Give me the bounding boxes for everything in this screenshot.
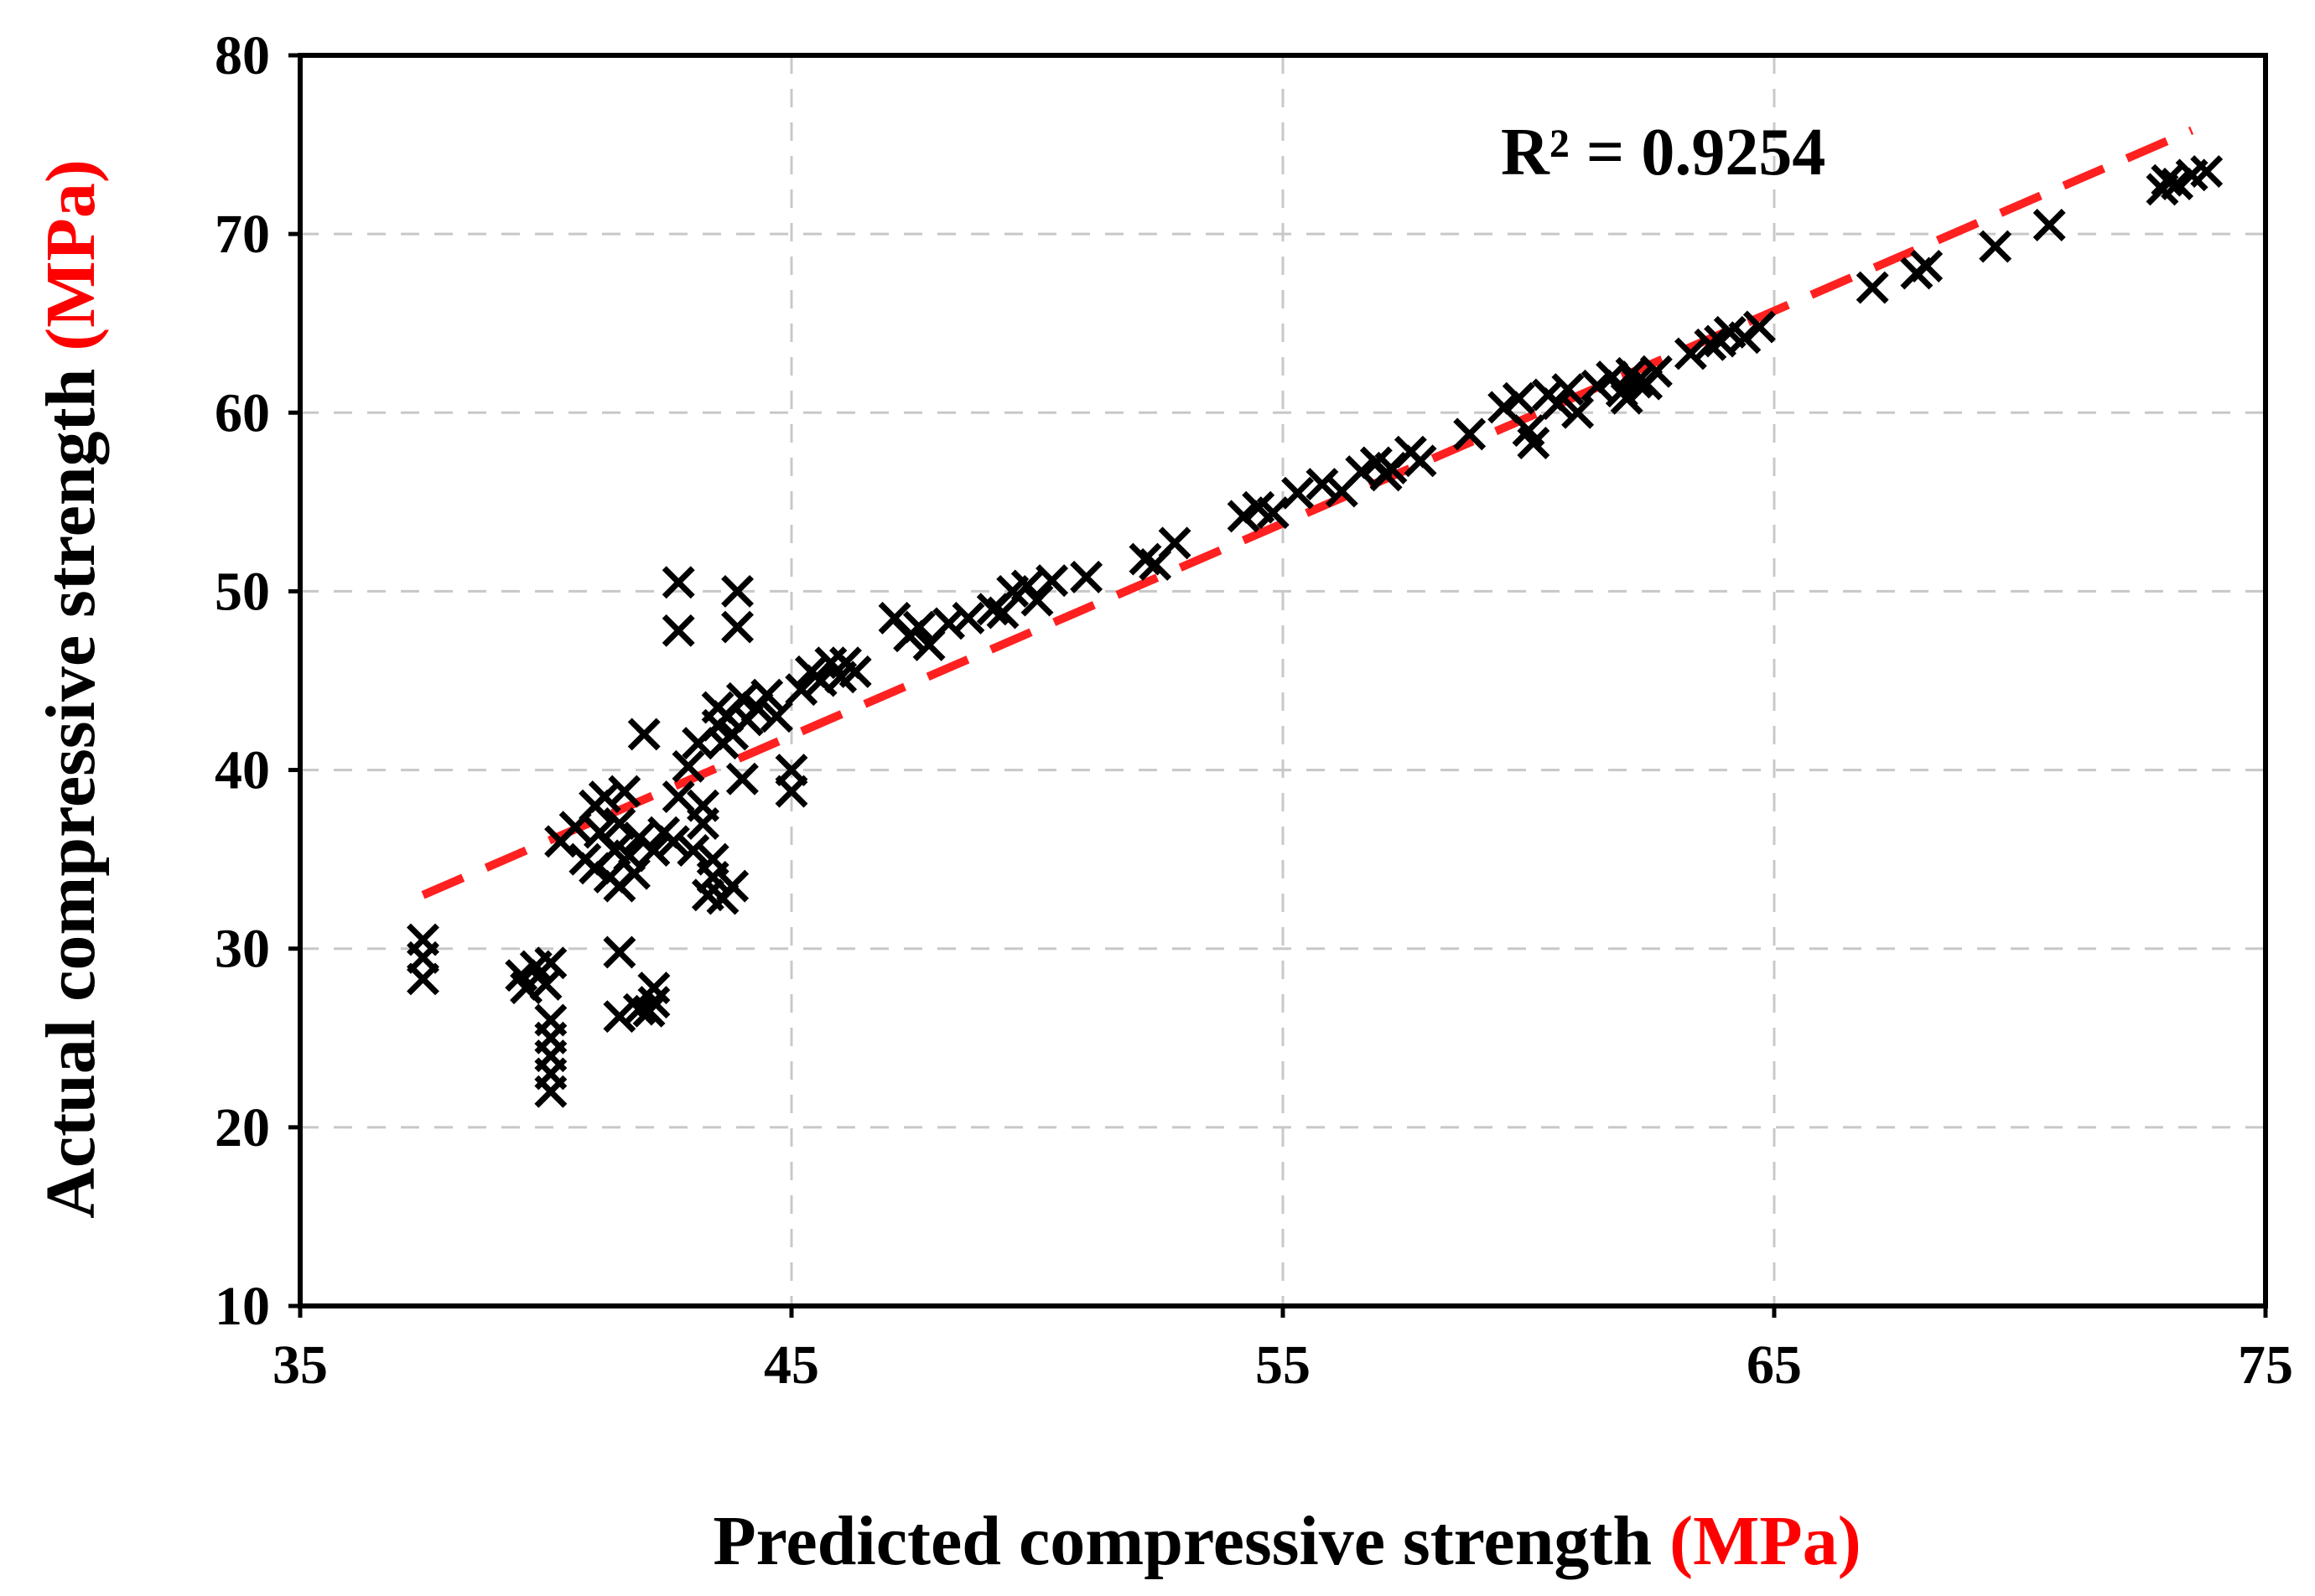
data-point-x-marker: [672, 749, 705, 783]
data-point-x-marker: [750, 678, 784, 712]
data-point-x-marker: [1036, 564, 1069, 598]
data-point-x-marker: [603, 935, 636, 969]
data-point-x-marker: [1610, 381, 1643, 415]
x-tick-label: 65: [1747, 1334, 1802, 1396]
data-point-x-marker: [1158, 526, 1191, 560]
x-axis-title-text: Predicted compressive strength: [713, 1502, 1652, 1580]
data-point-x-marker: [662, 614, 695, 647]
y-tick-label: 50: [215, 561, 270, 622]
data-point-x-marker: [407, 962, 439, 996]
data-point-x-marker: [1910, 250, 1944, 282]
x-axis-unit-label: (MPa): [1669, 1502, 1861, 1580]
data-point-x-marker: [902, 610, 936, 644]
data-point-x-marker: [2161, 167, 2193, 200]
data-points: [407, 155, 2224, 1108]
data-point-x-marker: [2032, 209, 2066, 241]
data-point-x-marker: [716, 869, 750, 903]
data-point-x-marker: [1256, 496, 1290, 530]
data-point-x-marker: [785, 673, 818, 707]
plot-area-frame: [298, 53, 2268, 1308]
data-point-x-marker: [1281, 476, 1315, 510]
x-tick-label: 55: [1255, 1334, 1311, 1396]
data-point-x-marker: [838, 655, 872, 688]
data-point-x-marker: [1517, 427, 1550, 459]
data-point-x-marker: [725, 762, 759, 795]
data-point-x-marker: [637, 972, 671, 1005]
data-point-x-marker: [1639, 355, 1673, 388]
data-point-x-marker: [2190, 155, 2224, 189]
data-point-x-marker: [627, 718, 661, 751]
y-tick-label: 60: [215, 382, 270, 443]
data-point-x-marker: [1502, 381, 1535, 415]
data-point-x-marker: [1742, 310, 1776, 344]
data-point-x-marker: [637, 834, 671, 867]
trendline-layer: [421, 126, 2194, 899]
x-tick-label: 45: [764, 1334, 819, 1396]
data-point-x-marker: [1979, 230, 2012, 263]
r-squared-annotation: R² = 0.9254: [1501, 116, 1825, 189]
data-point-x-marker: [1227, 500, 1260, 533]
trendline: [421, 126, 2194, 899]
data-point-x-marker: [657, 825, 690, 858]
x-axis-title: Predicted compressive strength (MPa): [713, 1502, 1861, 1580]
y-tick-label: 10: [215, 1276, 270, 1337]
data-point-x-marker: [1620, 365, 1653, 399]
y-axis-title-text: Actual compressive strength: [32, 369, 110, 1219]
y-axis-unit-label: (MPa): [32, 159, 110, 351]
data-point-x-marker: [952, 601, 985, 635]
data-point-x-marker: [1487, 391, 1521, 424]
data-point-x-marker: [1856, 271, 1889, 304]
data-point-x-marker: [603, 807, 636, 840]
data-point-x-marker: [1551, 373, 1585, 407]
data-point-x-marker: [2151, 163, 2184, 197]
data-point-x-marker: [637, 986, 671, 1019]
data-point-x-marker: [1453, 417, 1487, 451]
data-point-x-marker: [721, 610, 755, 644]
data-point-x-marker: [1541, 387, 1575, 421]
data-point-x-marker: [721, 574, 755, 608]
data-point-x-marker: [1305, 468, 1339, 501]
y-tick-label: 40: [215, 740, 270, 801]
y-tick-label: 70: [215, 204, 270, 265]
data-point-x-marker: [662, 780, 695, 814]
data-point-x-marker: [775, 775, 808, 808]
data-point-x-marker: [588, 780, 621, 814]
data-point-x-marker: [662, 566, 695, 599]
data-point-x-marker: [603, 1000, 636, 1034]
data-point-x-marker: [932, 607, 965, 640]
x-tick-label: 75: [2238, 1334, 2293, 1396]
y-axis-title: Actual compressive strength (MPa): [32, 159, 110, 1219]
data-point-x-marker: [1070, 560, 1103, 593]
data-point-x-marker: [760, 700, 793, 733]
data-point-x-marker: [1674, 337, 1707, 370]
data-point-x-marker: [814, 646, 848, 680]
gridlines: [300, 55, 2266, 1306]
data-point-x-marker: [1404, 444, 1437, 478]
tick-labels: 35 45 55 65 75 10 20 30 40 50 60 70 80: [215, 25, 2293, 1396]
data-point-x-marker: [534, 946, 568, 980]
y-tick-label: 30: [215, 919, 270, 980]
data-point-x-marker: [1561, 396, 1595, 429]
y-tick-label: 80: [215, 25, 270, 86]
data-point-x-marker: [1020, 583, 1054, 617]
y-tick-label: 20: [215, 1097, 270, 1158]
data-point-x-marker: [534, 1075, 568, 1108]
x-tick-label: 35: [273, 1334, 328, 1396]
data-point-x-marker: [687, 807, 719, 840]
data-point-x-marker: [986, 596, 1020, 630]
data-point-x-marker: [1694, 328, 1727, 361]
data-point-x-marker: [1581, 369, 1614, 402]
data-point-x-marker: [608, 775, 641, 808]
data-point-x-marker: [677, 834, 710, 867]
data-point-x-marker: [1010, 569, 1044, 603]
data-point-x-marker: [696, 842, 729, 876]
